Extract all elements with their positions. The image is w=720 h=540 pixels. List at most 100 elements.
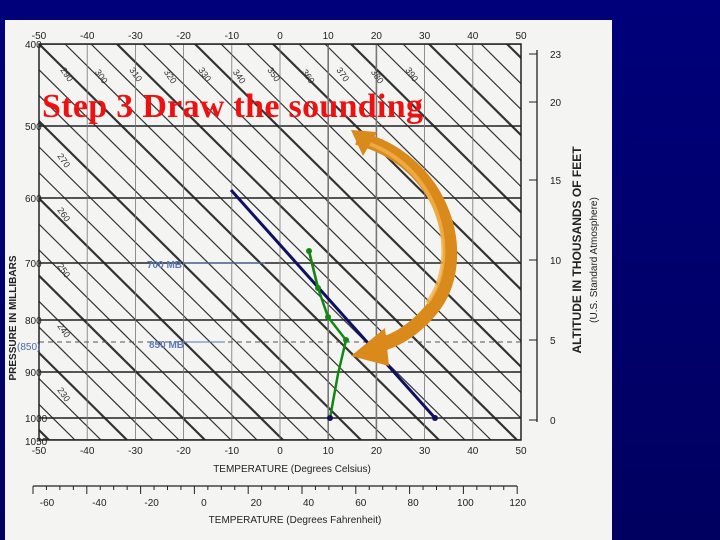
temp-c-bottom-tick-label: -50 (32, 446, 47, 457)
curved-arrow-icon (355, 131, 458, 353)
temp-c-bottom-tick-label: -10 (225, 446, 240, 457)
temp-c-top-tick-label: -50 (32, 31, 47, 42)
diagonal-grid-line (39, 326, 154, 440)
temp-c-bottom-tick-label: -40 (80, 446, 95, 457)
arrow-tail-icon (351, 130, 377, 156)
temp-c-top-tick-label: 0 (277, 31, 283, 42)
adiabat-label: 390 (403, 65, 420, 83)
temp-c-top-tick-label: -40 (80, 31, 95, 42)
adiabat-label: 290 (58, 65, 75, 83)
adiabat-label: 300 (93, 67, 110, 85)
diagonal-grid-line (39, 300, 180, 440)
diagonal-grid-line (611, 44, 612, 440)
diagonal-grid-line (142, 44, 521, 420)
temp-f-tick-label: 60 (355, 498, 367, 509)
temp-c-top-tick-label: 20 (371, 31, 383, 42)
temp-c-top-tick-label: -20 (176, 31, 191, 42)
altitude-tick-label: 15 (550, 176, 562, 187)
pressure-tick-label: 900 (25, 368, 42, 379)
adiabat-label: 250 (55, 261, 72, 279)
temp-c-bottom-tick-label: -20 (176, 446, 191, 457)
temp-f-tick-label: 20 (251, 498, 263, 509)
diagonal-grid-line (39, 119, 362, 440)
sounding-point (327, 415, 333, 421)
diagonal-grid-line (428, 44, 521, 137)
level-700-label: 700 MB (147, 260, 182, 271)
temp-c-bottom-tick-label: 40 (467, 446, 479, 457)
curved-arrow-highlight (360, 139, 446, 305)
sounding-point (315, 285, 321, 291)
temp-f-tick-label: -20 (144, 498, 159, 509)
diagonal-grid-line (402, 44, 521, 162)
diagonal-grid-line (376, 44, 521, 188)
sounding-point (343, 337, 349, 343)
altitude-tick-label: 23 (550, 50, 562, 61)
temp-c-bottom-tick-label: 30 (419, 446, 431, 457)
adiabat-label: 230 (55, 385, 72, 403)
temp-f-tick-label: 0 (201, 498, 207, 509)
diagonal-grid-line (39, 249, 232, 440)
pressure-axis-label: PRESSURE IN MILLIBARS (8, 255, 19, 380)
altitude-tick-label: 5 (550, 336, 556, 347)
altitude-axis-sublabel: (U.S. Standard Atmosphere) (589, 197, 600, 323)
sounding-overlay (229, 130, 458, 421)
temp-c-bottom-tick-label: 10 (323, 446, 335, 457)
sounding-point (432, 415, 438, 421)
altitude-axis-label: ALTITUDE IN THOUSANDS OF FEET (570, 146, 584, 354)
temp-f-tick-label: -60 (40, 498, 55, 509)
diagonal-grid-line (194, 44, 521, 369)
temp-c-top-tick-label: 30 (419, 31, 431, 42)
diagonal-grid-line (39, 171, 310, 440)
temp-c-bottom-tick-label: 20 (371, 446, 383, 457)
parcel-line (229, 188, 437, 420)
altitude-tick-label: 0 (550, 416, 556, 427)
temp-f-tick-label: 80 (408, 498, 420, 509)
adiabat-label: 240 (55, 321, 72, 339)
temp-c-top-tick-label: 40 (467, 31, 479, 42)
diagonal-grid-line (559, 44, 612, 440)
diagonal-grid-line (39, 351, 128, 440)
temp-f-axis-label: TEMPERATURE (Degrees Fahrenheit) (209, 515, 382, 526)
plot-frame (38, 43, 522, 441)
temp-c-top-tick-label: 10 (323, 31, 335, 42)
temp-f-tick-label: 100 (457, 498, 474, 509)
diagonal-grid-line (298, 44, 521, 265)
pressure-tick-label: 1000 (25, 414, 48, 425)
diagonal-grid-line (168, 44, 521, 394)
adiabat-label: 320 (162, 67, 179, 85)
sounding-point (325, 314, 331, 320)
pressure-tick-label: 500 (25, 122, 42, 133)
pressure-tick-label: 600 (25, 194, 42, 205)
diagonal-grid-line (220, 44, 521, 342)
diagonal-grid-line (350, 44, 521, 214)
temp-c-bottom-tick-label: 50 (515, 446, 527, 457)
altitude-tick-label: 10 (550, 256, 562, 267)
diagonal-grid-line (39, 274, 206, 440)
diagonal-grid-line (39, 223, 258, 440)
temp-f-tick-label: -40 (92, 498, 107, 509)
adiabat-label: 380 (369, 67, 386, 85)
temp-f-tick-label: 120 (509, 498, 526, 509)
pressure-tick-label: 700 (25, 259, 42, 270)
temp-c-bottom-tick-label: -30 (128, 446, 143, 457)
diagonal-grid-line (39, 196, 284, 440)
temp-c-top-tick-label: -10 (225, 31, 240, 42)
temp-c-axis-label: TEMPERATURE (Degrees Celsius) (213, 464, 371, 475)
arrow-head-icon (351, 328, 389, 366)
temp-c-top-tick-label: -30 (128, 31, 143, 42)
adiabat-label: 330 (196, 65, 213, 83)
diagram-svg: PRESSURE IN MILLIBARS ALTITUDE IN THOUSA… (8, 31, 612, 526)
skew-t-diagram: PRESSURE IN MILLIBARS ALTITUDE IN THOUSA… (5, 20, 612, 540)
diagonal-grid-line (324, 44, 521, 239)
diagonal-grid-line (39, 94, 388, 440)
slide-title: Step 3 Draw the sounding (42, 88, 424, 125)
adiabat-label: 360 (300, 67, 317, 85)
altitude-tick-label: 20 (550, 98, 562, 109)
level-850-label: 850 MB (149, 340, 184, 351)
pressure-850-label: (850) (17, 342, 40, 353)
pressure-tick-label: 1050 (25, 437, 48, 448)
adiabat-label: 270 (55, 151, 72, 169)
temp-f-tick-label: 40 (303, 498, 315, 509)
sounding-line (307, 250, 348, 419)
